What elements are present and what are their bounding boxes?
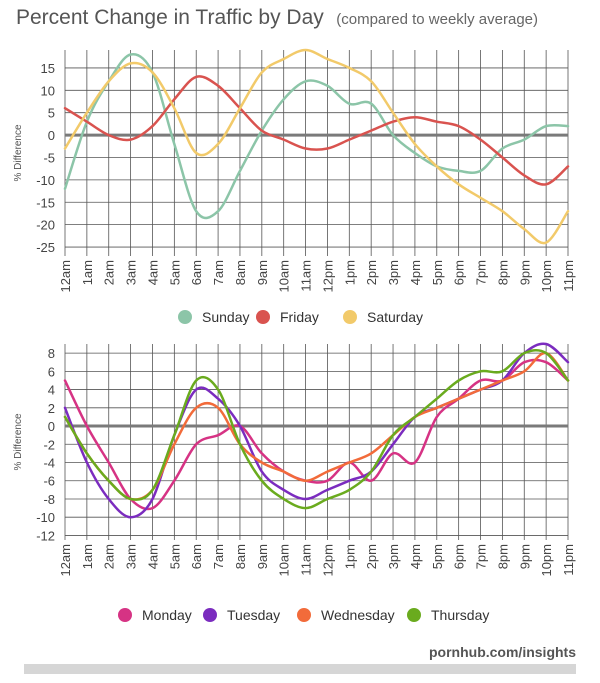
- x-tick-label: 11pm: [561, 260, 576, 292]
- y-tick-label: 6: [48, 364, 55, 379]
- legend-label-friday: Friday: [280, 309, 319, 325]
- x-tick-label: 12am: [58, 260, 73, 293]
- series-line-saturday: [63, 48, 570, 245]
- x-tick-label: 5am: [167, 544, 182, 569]
- x-tick-label: 5pm: [430, 544, 445, 569]
- y-tick-label: -5: [43, 150, 55, 165]
- chart-subtitle: (compared to weekly average): [336, 11, 538, 28]
- x-tick-label: 2pm: [364, 260, 379, 285]
- y-tick-label: 2: [48, 401, 55, 416]
- x-tick-label: 9am: [255, 260, 270, 285]
- legend-marker-friday: [256, 310, 270, 324]
- x-tick-label: 1pm: [342, 544, 357, 569]
- x-tick-label: 2am: [102, 260, 117, 285]
- x-tick-label: 12pm: [320, 544, 335, 577]
- x-tick-label: 8am: [233, 260, 248, 285]
- x-tick-label: 4am: [145, 544, 160, 569]
- x-tick-label: 7pm: [474, 544, 489, 569]
- x-tick-label: 12pm: [320, 260, 335, 293]
- series-line-sunday: [63, 52, 570, 220]
- y-axis-label: % Difference: [13, 413, 24, 471]
- x-tick-label: 8pm: [495, 544, 510, 569]
- x-tick-label: 3pm: [386, 544, 401, 569]
- source-footer: pornhub.com/insights: [429, 644, 576, 660]
- y-tick-label: -15: [36, 195, 55, 210]
- chart-title: Percent Change in Traffic by Day: [16, 6, 324, 29]
- x-tick-label: 3pm: [386, 260, 401, 285]
- x-tick-label: 8pm: [495, 260, 510, 285]
- legend-marker-wednesday: [297, 608, 311, 622]
- x-tick-label: 6am: [189, 544, 204, 569]
- x-tick-label: 4pm: [408, 544, 423, 569]
- y-tick-label: -10: [36, 173, 55, 188]
- y-tick-label: 8: [48, 346, 55, 361]
- y-tick-label: -25: [36, 240, 55, 255]
- x-tick-label: 10am: [277, 260, 292, 293]
- x-tick-label: 3am: [124, 260, 139, 285]
- legend-label-saturday: Saturday: [367, 309, 423, 325]
- x-tick-label: 11pm: [561, 544, 576, 576]
- y-axis-label: % Difference: [13, 124, 24, 182]
- x-tick-label: 11am: [299, 260, 314, 292]
- x-tick-label: 1pm: [342, 260, 357, 285]
- y-tick-label: 0: [48, 419, 55, 434]
- series-line-monday: [63, 358, 570, 511]
- x-tick-label: 9pm: [517, 544, 532, 569]
- series-line-friday: [63, 75, 570, 186]
- x-tick-label: 10pm: [539, 544, 554, 577]
- x-tick-label: 1am: [80, 544, 95, 569]
- x-tick-label: 5pm: [430, 260, 445, 285]
- footer-bar: [24, 664, 576, 674]
- x-tick-label: 11am: [299, 544, 314, 576]
- y-tick-label: 5: [48, 106, 55, 121]
- legend-marker-tuesday: [203, 608, 217, 622]
- x-tick-label: 2am: [102, 544, 117, 569]
- x-tick-label: 7am: [211, 544, 226, 569]
- y-tick-label: -8: [43, 492, 55, 507]
- x-tick-label: 1am: [80, 260, 95, 285]
- x-tick-label: 7pm: [474, 260, 489, 285]
- legend-label-thursday: Thursday: [431, 607, 489, 623]
- x-tick-label: 6am: [189, 260, 204, 285]
- x-tick-label: 10am: [277, 544, 292, 577]
- legend-marker-thursday: [407, 608, 421, 622]
- legend-label-sunday: Sunday: [202, 309, 249, 325]
- legend-marker-saturday: [343, 310, 357, 324]
- x-tick-label: 3am: [124, 544, 139, 569]
- y-tick-label: -10: [36, 510, 55, 525]
- y-tick-label: -6: [43, 474, 55, 489]
- legend-label-monday: Monday: [142, 607, 192, 623]
- x-tick-label: 10pm: [539, 260, 554, 293]
- legend-label-wednesday: Wednesday: [321, 607, 395, 623]
- y-tick-label: -12: [36, 528, 55, 543]
- y-tick-label: -4: [43, 456, 55, 471]
- x-tick-label: 2pm: [364, 544, 379, 569]
- top-line-chart: 15 10 5 0 -5 -10 -15 -20 -25 % Difference 12am 1am 2…: [13, 48, 576, 325]
- chart-title-row: Percent Change in Traffic by Day (compar…: [16, 6, 538, 30]
- x-tick-label: 4pm: [408, 260, 423, 285]
- x-tick-label: 8am: [233, 544, 248, 569]
- legend-marker-sunday: [178, 310, 192, 324]
- y-tick-label: -20: [36, 218, 55, 233]
- y-tick-label: 4: [48, 383, 55, 398]
- y-tick-label: -2: [43, 437, 55, 452]
- x-tick-label: 4am: [145, 260, 160, 285]
- x-tick-label: 9am: [255, 544, 270, 569]
- x-tick-label: 9pm: [517, 260, 532, 285]
- x-tick-label: 6pm: [452, 544, 467, 569]
- y-tick-label: 15: [41, 61, 55, 76]
- x-tick-label: 6pm: [452, 260, 467, 285]
- legend-label-tuesday: Tuesday: [227, 607, 280, 623]
- bottom-line-chart: 8 6 4 2 0 -2 -4 -6 -8 -10 -12 % Difference 12am 1am 2a…: [13, 342, 576, 623]
- y-tick-label: 10: [41, 83, 55, 98]
- x-tick-label: 7am: [211, 260, 226, 285]
- y-tick-label: 0: [48, 128, 55, 143]
- series-line-tuesday: [63, 342, 570, 519]
- legend-marker-monday: [118, 608, 132, 622]
- x-tick-label: 12am: [58, 544, 73, 577]
- series-line-thursday: [63, 349, 570, 510]
- x-tick-label: 5am: [167, 260, 182, 285]
